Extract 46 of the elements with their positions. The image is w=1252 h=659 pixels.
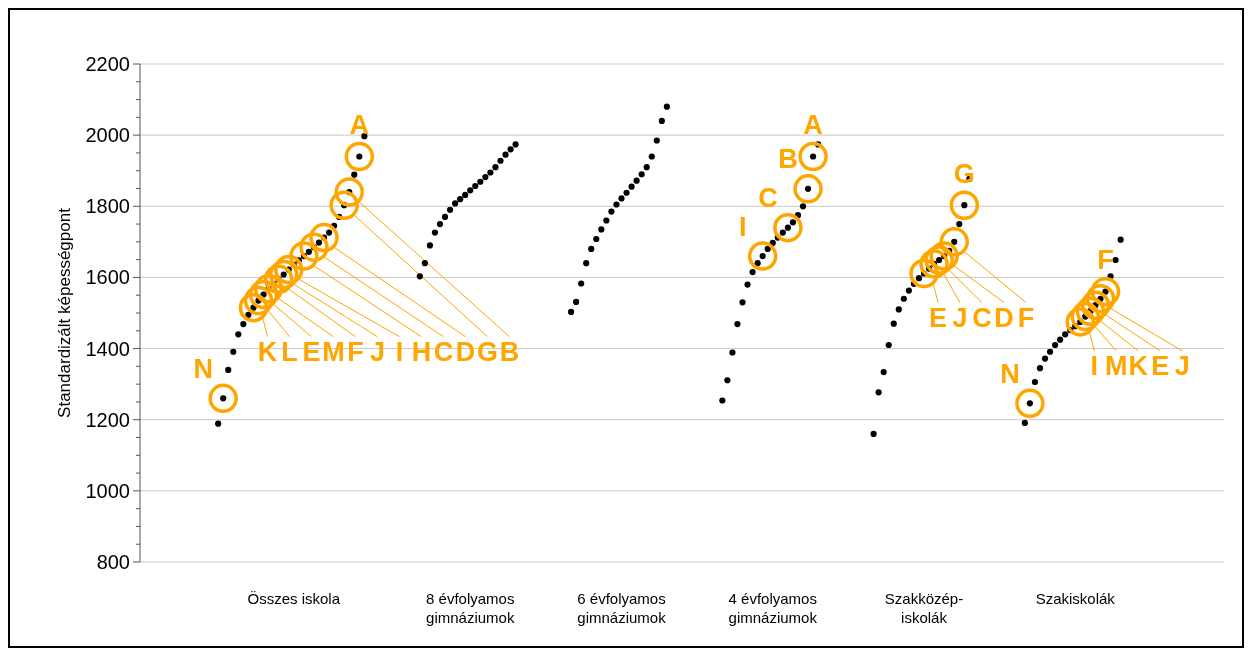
y-tick-label: 1400 bbox=[85, 337, 130, 360]
x-tick-label: Összes iskola bbox=[247, 590, 341, 607]
data-label: F bbox=[347, 337, 364, 368]
data-label: M bbox=[322, 337, 345, 368]
data-label: C bbox=[758, 183, 778, 214]
data-label: G bbox=[476, 337, 498, 368]
data-label: E bbox=[302, 337, 321, 368]
x-tick-label: 8 évfolyamos gimnáziumok bbox=[426, 590, 515, 626]
y-axis-title: Standardizált képességpont bbox=[55, 207, 74, 418]
y-tick-label: 1000 bbox=[85, 479, 130, 502]
data-label: J bbox=[1174, 351, 1190, 382]
y-tick-label: 1800 bbox=[85, 195, 130, 218]
data-label: B bbox=[499, 337, 520, 368]
data-label: J bbox=[952, 302, 968, 333]
data-label: K bbox=[257, 337, 278, 368]
data-label: D bbox=[994, 302, 1014, 333]
data-label: F bbox=[1017, 302, 1035, 333]
x-tick-label: 6 évfolyamos gimnáziumok bbox=[577, 590, 667, 626]
y-tick-label: 2000 bbox=[85, 124, 130, 147]
data-label: I bbox=[395, 337, 404, 368]
x-tick-label: Szakiskolák bbox=[1035, 590, 1116, 607]
data-label: D bbox=[455, 337, 476, 368]
data-label: B bbox=[778, 144, 798, 175]
data-label: N bbox=[193, 353, 213, 384]
x-tick-label: 4 évfolyamos gimnáziumok bbox=[728, 590, 818, 626]
data-label: F bbox=[1097, 245, 1114, 276]
data-label: C bbox=[433, 337, 454, 368]
data-label: I bbox=[738, 211, 747, 242]
data-label: K bbox=[1128, 351, 1149, 382]
data-label: E bbox=[1151, 351, 1170, 382]
data-label: A bbox=[803, 109, 823, 140]
x-tick-label: Szakközép- iskolák bbox=[884, 590, 964, 626]
y-tick-label: 1600 bbox=[85, 266, 130, 289]
data-label: N bbox=[1000, 358, 1020, 389]
y-tick-label: 2200 bbox=[85, 53, 130, 75]
data-label: L bbox=[281, 337, 298, 368]
data-label: M bbox=[1105, 351, 1128, 382]
data-label: A bbox=[349, 109, 370, 140]
data-label: C bbox=[972, 302, 992, 333]
data-label: G bbox=[953, 158, 975, 189]
data-label: I bbox=[1090, 351, 1099, 382]
data-label: H bbox=[411, 337, 432, 368]
data-label: J bbox=[369, 337, 385, 368]
y-tick-label: 1200 bbox=[85, 408, 130, 431]
y-tick-label: 800 bbox=[96, 551, 130, 573]
data-label: E bbox=[929, 302, 948, 333]
